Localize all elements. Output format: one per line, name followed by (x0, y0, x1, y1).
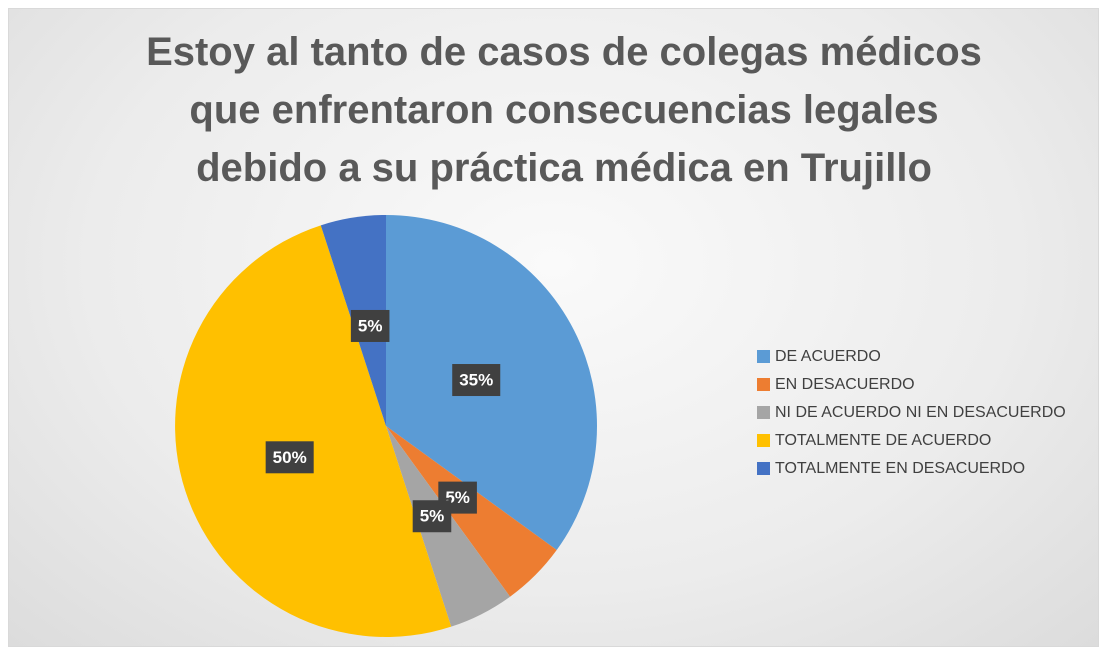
chart-area: 35% 5% 5% 50% 5% Estoy al tanto de casos de … (8, 8, 1099, 647)
legend-item: TOTALMENTE EN DESACUERDO (757, 455, 1087, 483)
data-label: 35% (452, 364, 501, 397)
data-label-box (350, 309, 390, 342)
legend-swatch (757, 406, 770, 419)
data-label: 50% (265, 441, 314, 474)
legend-label: NI DE ACUERDO NI EN DESACUERDO (775, 404, 1066, 421)
chart-title: Estoy al tanto de casos de colegas médic… (146, 30, 982, 190)
legend: DE ACUERDO EN DESACUERDO NI DE ACUERDO NI … (757, 343, 1087, 483)
data-label-box (265, 441, 314, 474)
data-label-text: 5% (445, 488, 470, 507)
data-label-text: 5% (358, 316, 383, 335)
legend-item: NI DE ACUERDO NI EN DESACUERDO (757, 399, 1087, 427)
data-label-text: 50% (273, 448, 307, 467)
legend-item: DE ACUERDO (757, 343, 1087, 371)
legend-swatch (757, 462, 770, 475)
data-label-text: 5% (420, 507, 445, 526)
data-label-box (452, 364, 501, 397)
legend-swatch (757, 378, 770, 391)
legend-label: EN DESACUERDO (775, 376, 915, 393)
data-label-box (412, 500, 452, 533)
data-label: 5% (412, 500, 452, 533)
legend-label: DE ACUERDO (775, 348, 881, 365)
pie-slice (175, 225, 452, 637)
data-label: 5% (438, 481, 477, 514)
data-label-text: 35% (459, 371, 493, 390)
legend-item: TOTALMENTE DE ACUERDO (757, 427, 1087, 455)
data-label: 5% (350, 309, 390, 342)
legend-label: TOTALMENTE DE ACUERDO (775, 432, 992, 449)
legend-swatch (757, 434, 770, 447)
pie-chart: 35%5%5%50%5% (175, 215, 598, 637)
legend-swatch (757, 350, 770, 363)
legend-item: EN DESACUERDO (757, 371, 1087, 399)
legend-label: TOTALMENTE EN DESACUERDO (775, 460, 1026, 477)
